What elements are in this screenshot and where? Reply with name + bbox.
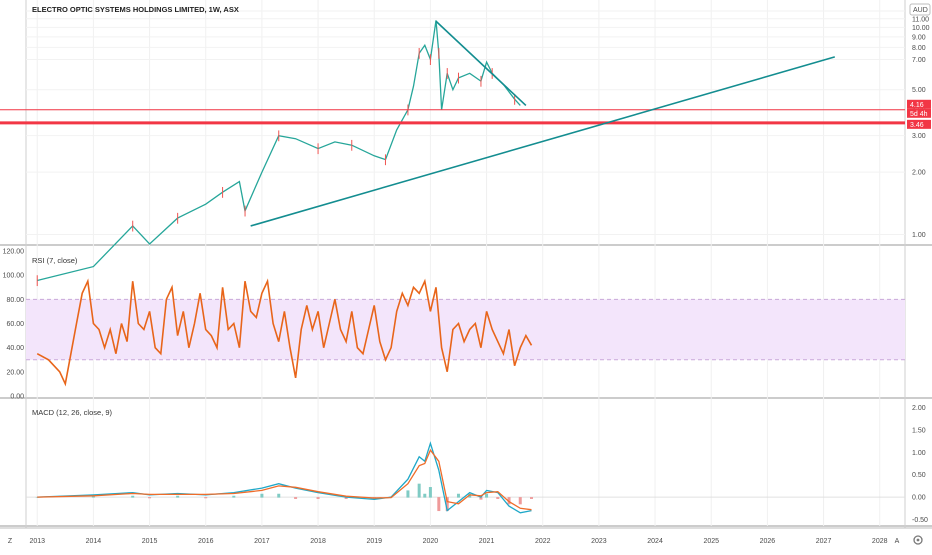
macd-histogram-bar (406, 490, 410, 498)
macd-histogram-bar (148, 497, 152, 499)
macd-histogram-bar (518, 497, 522, 505)
macd-histogram-bar (479, 497, 483, 500)
macd-tick-label: 1.00 (912, 450, 926, 457)
rsi-series (36, 278, 533, 387)
macd-histogram-bar (344, 497, 348, 499)
trendline (250, 56, 836, 227)
macd-tick-label: -0.50 (912, 517, 928, 524)
price-tick-label: 10.00 (912, 25, 930, 32)
x-tick-label: 2026 (760, 538, 776, 545)
x-tick-label: 2017 (254, 538, 270, 545)
macd-histogram-bar (456, 493, 460, 498)
macd-histogram-bar (260, 493, 264, 498)
price-tag-box (907, 99, 931, 109)
macd-histogram-bar (507, 497, 511, 505)
currency-badge-label: AUD (913, 7, 928, 14)
macd-histogram-bar (277, 493, 281, 498)
x-tick-label: 2021 (479, 538, 495, 545)
price-tag-box (907, 119, 931, 129)
x-tick-label: 2016 (198, 538, 214, 545)
x-tick-label: 2014 (86, 538, 102, 545)
x-tick-label: 2022 (535, 538, 551, 545)
x-tick-label: 2027 (816, 538, 832, 545)
corner-left-label: Z (8, 538, 13, 545)
macd-histogram-bar (423, 493, 427, 498)
price-tick-label: 9.00 (912, 34, 926, 41)
rsi-tick-label: 20.00 (6, 369, 24, 376)
macd-histogram-bar (445, 497, 449, 512)
price-tag-label: 5d 4h (910, 111, 928, 118)
rsi-tick-label: 0.00 (10, 394, 24, 401)
macd-histogram-bar (176, 495, 180, 498)
macd-histogram-bar (232, 495, 236, 498)
rsi-title: RSI (7, close) (32, 256, 78, 265)
x-tick-label: 2015 (142, 538, 158, 545)
rsi-band (26, 299, 905, 360)
macd-tick-label: 2.00 (912, 405, 926, 412)
macd-histogram-bar (131, 495, 135, 498)
macd-tick-label: 0.00 (912, 495, 926, 502)
macd-histogram-bar (316, 497, 320, 499)
macd-tick-label: 0.50 (912, 472, 926, 479)
currency-badge (909, 3, 931, 16)
price-tick-label: 5.00 (912, 87, 926, 94)
macd-histogram-bar (294, 497, 298, 499)
x-tick-label: 2028 (872, 538, 888, 545)
macd-histogram-bar (91, 495, 95, 498)
price-tick-label: 11.00 (912, 16, 929, 23)
macd-title: MACD (12, 26, close, 9) (32, 408, 113, 417)
macd-histogram-bar (485, 493, 489, 498)
price-tick-label: 2.00 (912, 170, 926, 177)
price-tag-box (907, 108, 931, 118)
x-tick-label: 2019 (366, 538, 382, 545)
x-tick-label: 2025 (703, 538, 719, 545)
gear-icon-ring (913, 535, 923, 545)
macd-histogram-bar (428, 487, 432, 498)
rsi-tick-label: 60.00 (6, 321, 24, 328)
macd-histogram-bar (496, 497, 500, 499)
x-tick-label: 2020 (423, 538, 439, 545)
x-tick-label: 2013 (29, 538, 45, 545)
macd-tick-label: 1.50 (912, 427, 926, 434)
price-tag-label: 4.16 (910, 102, 924, 109)
rsi-tick-label: 120.00 (3, 249, 25, 256)
corner-right-label: A (895, 538, 900, 545)
price-series-up (37, 20, 521, 282)
gear-icon-hub (916, 538, 920, 542)
x-tick-label: 2023 (591, 538, 607, 545)
macd-histogram-bar (529, 497, 533, 499)
trendline (435, 20, 527, 106)
price-tick-label: 3.00 (912, 133, 926, 140)
macd-histogram-bar (204, 497, 208, 499)
macd-histogram-bar (437, 497, 441, 512)
rsi-tick-label: 100.00 (3, 273, 25, 280)
price-tick-label: 1.00 (912, 232, 926, 239)
rsi-tick-label: 80.00 (6, 297, 24, 304)
x-tick-label: 2024 (647, 538, 663, 545)
price-tick-label: 8.00 (912, 45, 926, 52)
macd-histogram-bar (417, 483, 421, 498)
chart-title: ELECTRO OPTIC SYSTEMS HOLDINGS LIMITED, … (32, 5, 239, 14)
rsi-tick-label: 40.00 (6, 345, 24, 352)
price-tag-label: 3.46 (910, 122, 924, 129)
price-tick-label: 7.00 (912, 57, 926, 64)
macd-signal-line (37, 448, 532, 511)
gear-icon[interactable] (913, 535, 923, 545)
x-tick-label: 2018 (310, 538, 326, 545)
